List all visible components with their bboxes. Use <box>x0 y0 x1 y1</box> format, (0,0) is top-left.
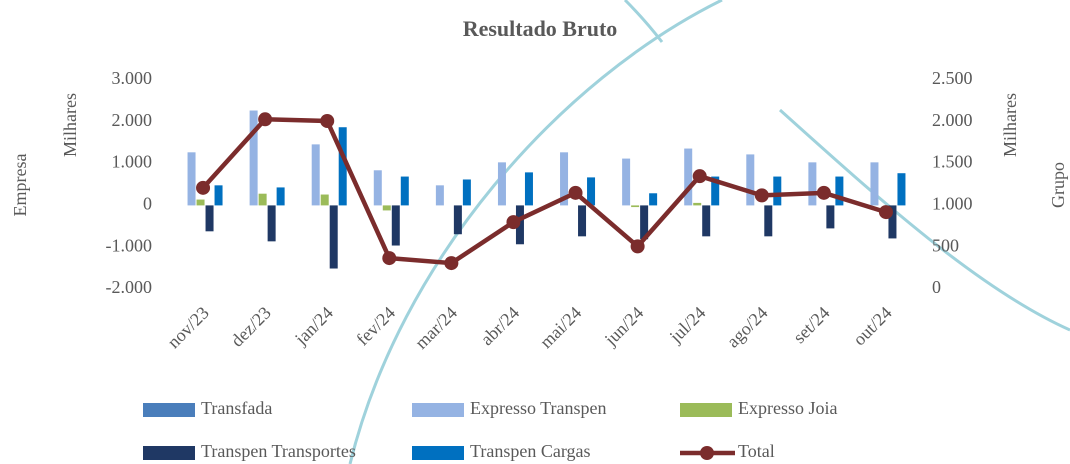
y2-tick-label: 1.500 <box>932 152 973 172</box>
decor-curve <box>623 0 664 43</box>
bar <box>640 205 649 240</box>
x-tick-label: jun/24 <box>600 303 647 350</box>
x-tick-label: ago/24 <box>723 303 772 352</box>
bar <box>515 205 524 245</box>
line-marker <box>444 256 459 271</box>
bar <box>826 205 835 229</box>
y2-tick-label: 500 <box>932 235 959 255</box>
y-tick-label: 2.000 <box>112 110 153 130</box>
y-tick-label: -1.000 <box>106 235 153 255</box>
y2-tick-label: 0 <box>932 277 941 297</box>
x-tick-label: jan/24 <box>290 303 337 350</box>
bar <box>764 205 773 237</box>
y2-tick-label: 2.500 <box>932 68 973 88</box>
y2-axis-label: Grupo <box>1048 162 1068 208</box>
legend-swatch <box>700 446 714 460</box>
bar <box>808 162 817 206</box>
bar <box>746 154 755 206</box>
bar <box>267 205 276 242</box>
bar <box>258 193 267 206</box>
bar <box>497 162 506 206</box>
x-tick-label: nov/23 <box>163 303 213 353</box>
line-marker <box>816 185 831 200</box>
bar <box>649 193 658 206</box>
bar <box>382 205 391 211</box>
bar <box>435 185 444 206</box>
bar <box>338 127 347 206</box>
legend-label: Transpen Cargas <box>470 441 591 461</box>
bar <box>631 205 640 208</box>
bar <box>622 158 631 206</box>
legend-swatch <box>680 403 732 417</box>
x-tick-label: mai/24 <box>536 303 585 352</box>
bar <box>560 152 569 206</box>
bar <box>870 162 879 206</box>
decor-curve <box>778 108 1070 332</box>
y-tick-label: 3.000 <box>112 68 153 88</box>
bar <box>578 205 587 237</box>
bar <box>320 194 329 206</box>
bar <box>205 205 214 232</box>
x-tick-label: jul/24 <box>665 303 710 348</box>
y-tick-label: 1.000 <box>112 152 153 172</box>
bar <box>462 179 471 206</box>
legend-swatch <box>143 446 195 460</box>
bar <box>693 202 702 206</box>
legend-label: Transpen Transportes <box>201 441 356 461</box>
legend-swatch <box>412 446 464 460</box>
y2-tick-label: 2.000 <box>932 110 973 130</box>
bar <box>684 148 693 206</box>
line-marker <box>630 239 645 254</box>
legend-swatch <box>143 403 195 417</box>
x-tick-label: dez/23 <box>227 303 275 351</box>
bar <box>888 205 897 239</box>
bar <box>587 177 596 206</box>
bar <box>214 185 223 206</box>
decor-curve <box>348 0 723 464</box>
x-tick-label: abr/24 <box>477 303 524 350</box>
bar <box>400 176 409 206</box>
bar <box>391 205 400 246</box>
bar <box>196 199 205 206</box>
bar <box>373 170 382 206</box>
y-axis-unit: Milhares <box>60 93 80 157</box>
line <box>201 117 887 266</box>
bar <box>187 152 196 206</box>
chart-title: Resultado Bruto <box>463 16 618 41</box>
x-tick-label: set/24 <box>789 303 834 348</box>
line-marker <box>568 185 583 200</box>
bar <box>329 205 338 269</box>
bar <box>524 172 533 206</box>
bar <box>311 144 320 206</box>
legend-label: Expresso Joia <box>738 398 837 418</box>
bar <box>453 205 462 235</box>
y2-tick-label: 1.000 <box>932 194 973 214</box>
y-tick-label: 0 <box>143 194 152 214</box>
x-tick-label: out/24 <box>849 303 896 350</box>
bar <box>711 176 720 206</box>
legend-swatch <box>412 403 464 417</box>
bar <box>835 176 844 206</box>
bar <box>249 110 258 206</box>
line-marker <box>506 215 521 230</box>
line-marker <box>196 180 211 195</box>
line-marker <box>320 113 335 128</box>
line-marker <box>878 205 893 220</box>
y-axis-label: Empresa <box>10 154 30 217</box>
x-tick-label: mar/24 <box>411 303 461 353</box>
y-tick-label: -2.000 <box>106 277 153 297</box>
line-marker <box>258 112 273 127</box>
line-marker <box>754 188 769 203</box>
bar <box>773 176 782 206</box>
bar <box>897 173 906 206</box>
y2-axis-unit: Milhares <box>1000 93 1020 157</box>
legend-label: Total <box>738 441 775 461</box>
line-marker <box>692 169 707 184</box>
bar <box>276 187 285 206</box>
bar <box>702 205 711 237</box>
legend-label: Transfada <box>201 398 272 418</box>
legend-label: Expresso Transpen <box>470 398 607 418</box>
line-marker <box>382 251 397 266</box>
